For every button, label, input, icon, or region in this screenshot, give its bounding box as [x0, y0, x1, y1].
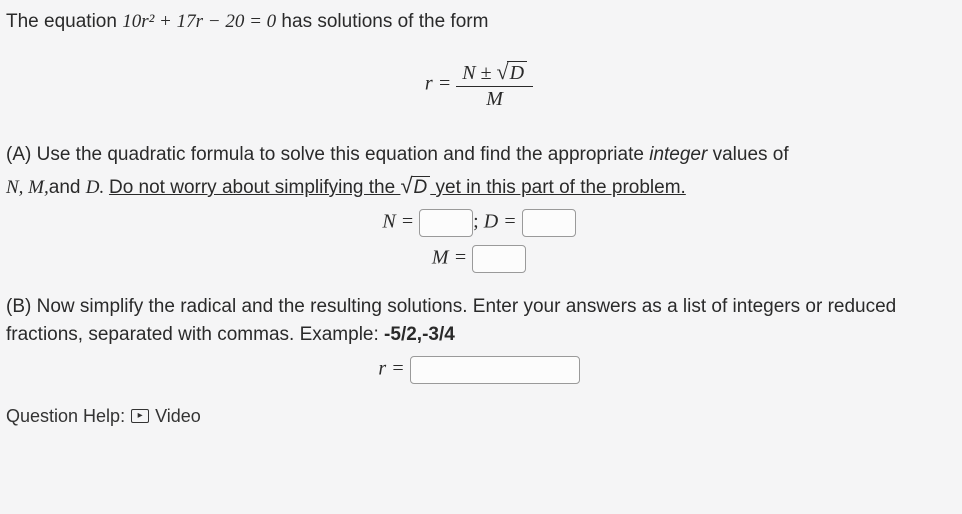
sep: ;	[473, 210, 479, 232]
D-input[interactable]	[522, 209, 576, 237]
formula-denominator: M	[456, 87, 533, 111]
help-label: Question Help:	[6, 406, 125, 427]
D-label: D =	[484, 210, 517, 232]
N-label: N =	[382, 210, 414, 232]
equation-inline: 10r² + 17r − 20 = 0	[122, 11, 276, 32]
part-a-vars: N, M,	[6, 177, 49, 198]
under2: yet in this part of the problem.	[430, 177, 686, 198]
radicand-D: D	[507, 61, 527, 84]
question-help: Question Help: Video	[6, 406, 952, 427]
help-video[interactable]: Video	[155, 406, 201, 427]
part-a-text1: Use the quadratic formula to solve this …	[37, 144, 650, 165]
M-label: M =	[432, 246, 467, 268]
part-b: (B) Now simplify the radical and the res…	[6, 293, 952, 350]
part-a-varD: D.	[86, 177, 109, 198]
problem-intro: The equation 10r² + 17r − 20 = 0 has sol…	[6, 8, 952, 37]
sqrt-D: √D	[497, 59, 528, 85]
part-a: (A) Use the quadratic formula to solve t…	[6, 141, 952, 203]
r-input[interactable]	[410, 356, 580, 384]
N-input[interactable]	[419, 209, 473, 237]
part-a-text2: values of	[707, 144, 788, 165]
part-b-example: -5/2,-3/4	[384, 324, 455, 345]
under1: Do not worry about simplifying the	[109, 177, 400, 198]
part-b-inputs: r =	[6, 356, 952, 384]
part-a-underline: Do not worry about simplifying the √D ye…	[109, 177, 686, 198]
formula-lhs: r =	[425, 72, 451, 94]
formula-block: r = N ± √D M	[6, 59, 952, 111]
part-a-text3: and	[49, 177, 86, 198]
part-a-emph: integer	[649, 144, 707, 165]
formula-fraction: N ± √D M	[456, 59, 533, 111]
M-input[interactable]	[472, 245, 526, 273]
part-a-label: (A)	[6, 144, 37, 165]
numerator-text: N ±	[462, 62, 496, 84]
video-icon[interactable]	[131, 409, 149, 423]
part-a-inputs-row2: M =	[6, 245, 952, 273]
r-label: r =	[378, 357, 404, 379]
radicand-D-2: D	[411, 176, 431, 198]
part-a-inputs-row1: N = ; D =	[6, 209, 952, 237]
intro-prefix: The equation	[6, 11, 122, 32]
part-b-label: (B)	[6, 296, 37, 317]
sqrt-D-inline: √D	[400, 169, 430, 203]
intro-suffix: has solutions of the form	[276, 11, 488, 32]
formula-numerator: N ± √D	[456, 59, 533, 87]
